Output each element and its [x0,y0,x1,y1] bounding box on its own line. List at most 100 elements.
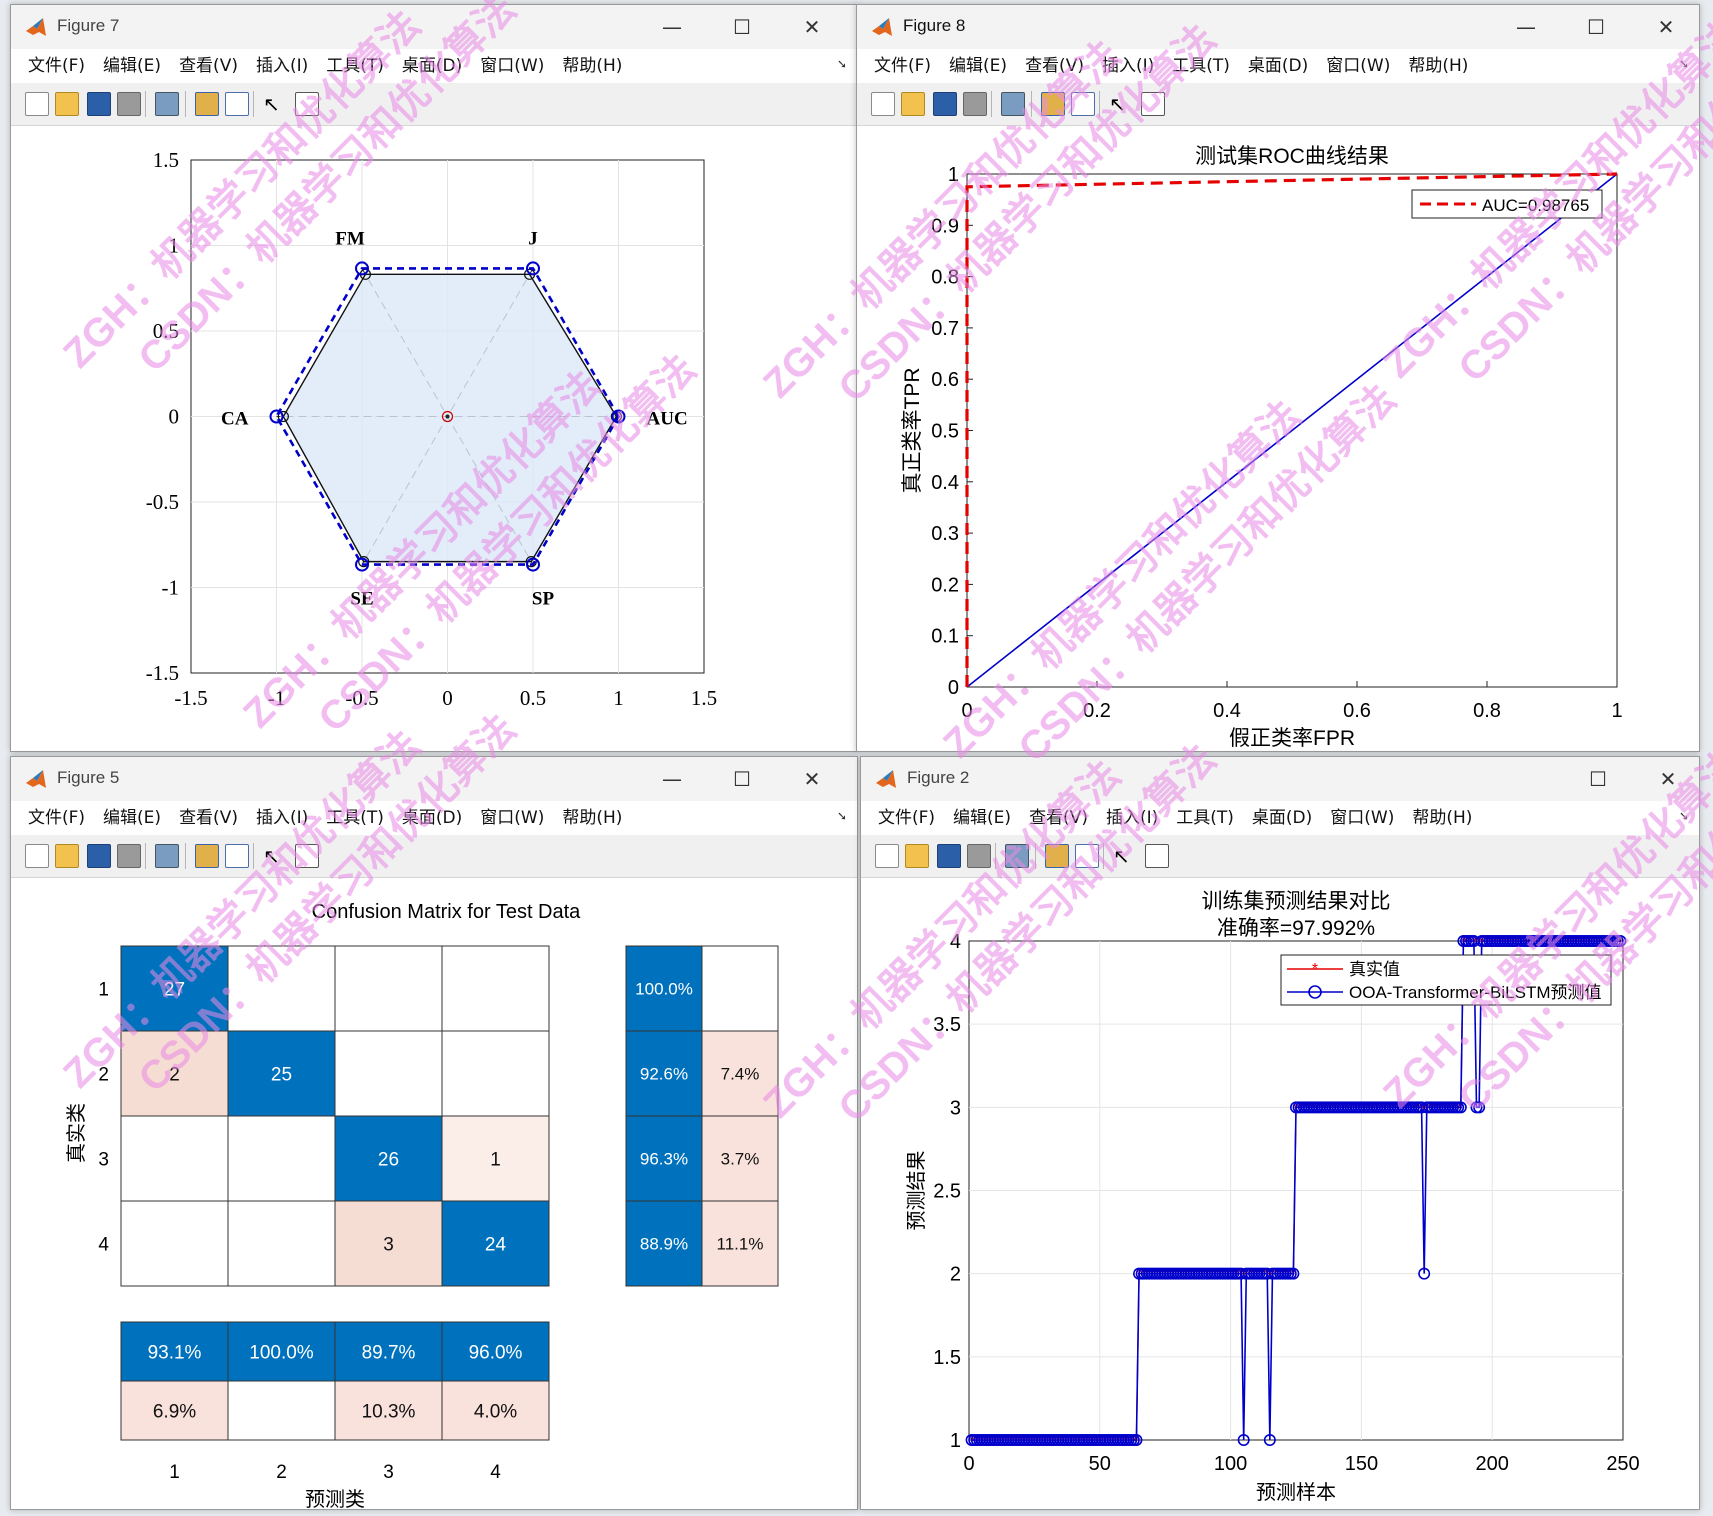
menu-item[interactable]: 工具(T) [1172,56,1230,76]
maximize-button[interactable]: ☐ [1589,767,1607,791]
radar-center-marker [445,414,450,419]
open-file-icon[interactable] [55,844,79,868]
title-bar[interactable]: Figure 2 ☐ ✕ [861,757,1699,801]
new-figure-icon[interactable] [25,92,49,116]
close-button[interactable]: ✕ [1657,15,1675,39]
menu-item[interactable]: 文件(F) [874,56,932,76]
menu-item[interactable]: 工具(T) [326,808,384,828]
menu-item[interactable]: 桌面(D) [401,56,463,76]
x-tick-label: 1 [1611,700,1622,722]
edit-plot-icon[interactable]: ↖ [1109,92,1126,116]
matrix-cell [227,1030,336,1117]
menu-item[interactable]: 编辑(E) [949,56,1008,76]
edit-plot-icon[interactable]: ↖ [1113,844,1130,868]
property-inspector-icon[interactable] [295,92,319,116]
menu-item[interactable]: 文件(F) [28,56,86,76]
property-inspector-icon[interactable] [1141,92,1165,116]
menu-item[interactable]: 查看(V) [1025,56,1084,76]
menu-item[interactable]: 查看(V) [179,808,238,828]
menu-item[interactable]: 插入(I) [1101,56,1155,76]
menu-item[interactable]: 编辑(E) [953,808,1012,828]
open-file-icon[interactable] [55,92,79,116]
insert-legend-icon[interactable] [225,844,249,868]
undock-arrow-icon[interactable]: ➘ [1678,809,1689,823]
new-figure-icon[interactable] [871,92,895,116]
print-icon[interactable] [963,92,987,116]
menu-item[interactable]: 窗口(W) [480,808,545,828]
edit-plot-icon[interactable]: ↖ [263,92,280,116]
menu-item[interactable]: 窗口(W) [480,56,545,76]
menu-item[interactable]: 查看(V) [1029,808,1088,828]
open-file-icon[interactable] [901,92,925,116]
menu-item[interactable]: 查看(V) [179,56,238,76]
title-bar[interactable]: Figure 8 — ☐ ✕ [857,5,1699,49]
menu-item[interactable]: 窗口(W) [1326,56,1391,76]
save-icon[interactable] [933,92,957,116]
insert-colorbar-icon[interactable] [1045,844,1069,868]
undock-arrow-icon[interactable]: ➘ [1678,57,1689,71]
print-icon[interactable] [967,844,991,868]
minimize-button[interactable]: — [1516,15,1536,39]
menu-item[interactable]: 插入(I) [255,808,309,828]
menu-item[interactable]: 窗口(W) [1330,808,1395,828]
print-icon[interactable] [117,844,141,868]
menu-item[interactable]: 帮助(H) [562,808,623,828]
open-file-icon[interactable] [905,844,929,868]
save-icon[interactable] [937,844,961,868]
maximize-button[interactable]: ☐ [733,767,751,791]
insert-colorbar-icon[interactable] [195,844,219,868]
minimize-button[interactable]: — [662,767,682,791]
menu-item[interactable]: 编辑(E) [103,808,162,828]
menu-item[interactable]: 帮助(H) [562,56,623,76]
new-figure-icon[interactable] [25,844,49,868]
link-plot-icon[interactable] [155,844,179,868]
property-inspector-icon[interactable] [1145,844,1169,868]
link-plot-icon[interactable] [155,92,179,116]
toolbar-separator [1035,843,1036,869]
menu-item[interactable]: 工具(T) [1176,808,1234,828]
menu-item[interactable]: 帮助(H) [1412,808,1473,828]
menu-item[interactable]: 桌面(D) [1247,56,1309,76]
window-title: Figure 2 [907,768,970,787]
undock-arrow-icon[interactable]: ➘ [836,809,847,823]
close-button[interactable]: ✕ [803,767,821,791]
close-button[interactable]: ✕ [803,15,821,39]
link-plot-icon[interactable] [1005,844,1029,868]
insert-legend-icon[interactable] [225,92,249,116]
minimize-button[interactable]: — [662,15,682,39]
title-bar[interactable]: Figure 7 — ☐ ✕ [11,5,857,49]
diagonal-reference-line [966,173,1618,688]
menu-item[interactable]: 编辑(E) [103,56,162,76]
x-tick-label: -1 [268,686,286,710]
insert-colorbar-icon[interactable] [1041,92,1065,116]
menu-item[interactable]: 桌面(D) [1251,808,1313,828]
close-button[interactable]: ✕ [1659,767,1677,791]
save-icon[interactable] [87,92,111,116]
title-bar[interactable]: Figure 5 — ☐ ✕ [11,757,857,801]
menu-item[interactable]: 插入(I) [1105,808,1159,828]
property-inspector-icon[interactable] [295,844,319,868]
insert-legend-icon[interactable] [1071,92,1095,116]
col-summary-value: 93.1% [148,1343,202,1364]
maximize-button[interactable]: ☐ [733,15,751,39]
matrix-cell-value: 27 [164,980,185,1001]
insert-colorbar-icon[interactable] [195,92,219,116]
menu-item[interactable]: 工具(T) [326,56,384,76]
undock-arrow-icon[interactable]: ➘ [836,57,847,71]
save-icon[interactable] [87,844,111,868]
menu-item[interactable]: 文件(F) [28,808,86,828]
matlab-logo-icon [26,770,46,788]
row-summary-cell [625,1030,703,1117]
maximize-button[interactable]: ☐ [1587,15,1605,39]
menu-item[interactable]: 桌面(D) [401,808,463,828]
col-summary-cell [441,1380,550,1441]
link-plot-icon[interactable] [1001,92,1025,116]
new-figure-icon[interactable] [875,844,899,868]
menu-item[interactable]: 帮助(H) [1408,56,1469,76]
print-icon[interactable] [117,92,141,116]
radar-score-marker [358,556,370,568]
edit-plot-icon[interactable]: ↖ [263,844,280,868]
insert-legend-icon[interactable] [1075,844,1099,868]
menu-item[interactable]: 插入(I) [255,56,309,76]
menu-item[interactable]: 文件(F) [878,808,936,828]
